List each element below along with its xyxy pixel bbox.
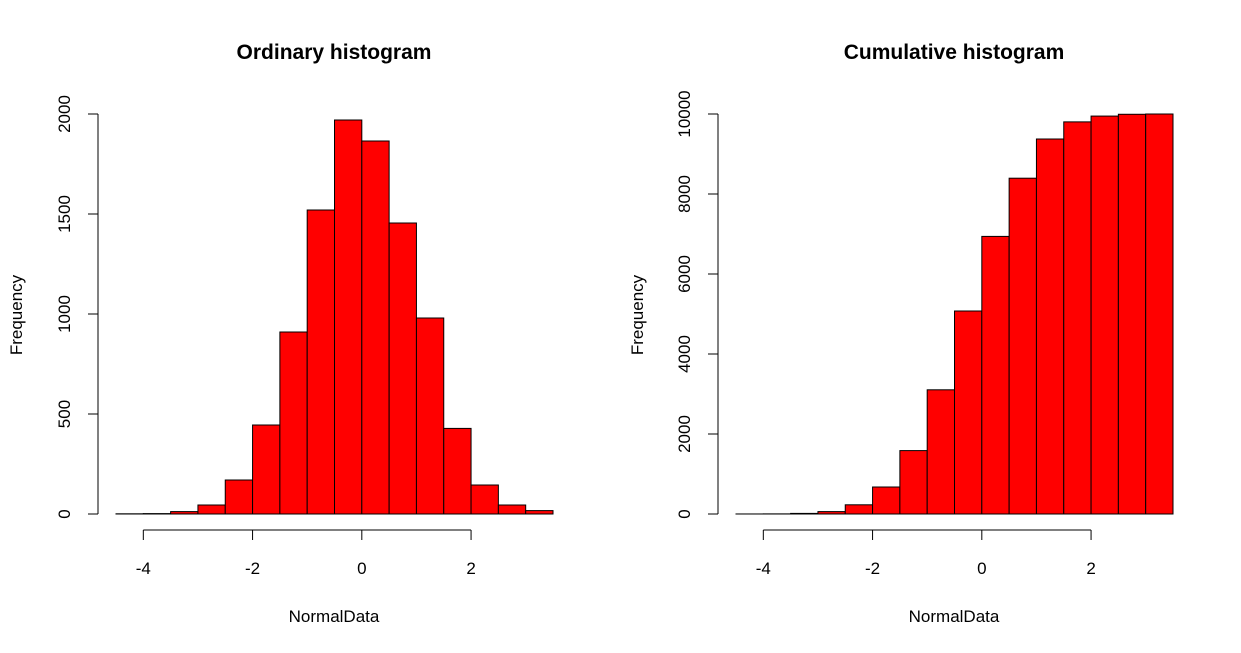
histogram-bar	[525, 510, 554, 515]
histogram-bar	[926, 389, 955, 515]
histogram-bar	[497, 504, 527, 515]
x-tick-label: 2	[466, 559, 475, 578]
y-tick-label: 10000	[675, 90, 694, 137]
histogram-bar	[817, 511, 846, 515]
histogram-bar	[790, 512, 819, 515]
y-tick-label: 0	[55, 509, 74, 518]
histogram-bar	[1063, 121, 1092, 515]
histogram-bar	[334, 119, 363, 515]
x-axis: -4 -2 0 2	[136, 529, 476, 578]
y-tick-label: 0	[675, 509, 694, 518]
histogram-bar	[306, 209, 335, 515]
histogram-bar	[1117, 113, 1147, 515]
cumulative-histogram: Cumulative histogram NormalData Frequenc…	[628, 41, 1174, 626]
y-tick-label: 8000	[675, 175, 694, 213]
x-tick-label: 0	[357, 559, 366, 578]
x-tick-label: -4	[756, 559, 771, 578]
y-axis-label: Frequency	[628, 274, 647, 355]
x-axis-label: NormalData	[289, 607, 380, 626]
histogram-bar	[872, 486, 901, 515]
y-tick-label: 2000	[55, 95, 74, 133]
x-tick-label: 2	[1086, 559, 1095, 578]
x-tick-label: -4	[136, 559, 151, 578]
histogram-bar	[844, 504, 874, 515]
histogram-bar	[1008, 177, 1037, 515]
histogram-bar	[279, 331, 308, 515]
histogram-bar	[470, 484, 499, 515]
x-axis: -4 -2 0 2	[756, 529, 1096, 578]
y-tick-label: 500	[55, 400, 74, 428]
histogram-bar	[1035, 138, 1065, 515]
histogram-bar	[954, 310, 983, 515]
histogram-bar	[1145, 113, 1174, 515]
y-axis: 0 500 1000 1500 2000	[55, 95, 99, 519]
x-axis-label: NormalData	[909, 607, 1000, 626]
histogram-bar	[252, 424, 281, 515]
histogram-bar	[443, 427, 472, 515]
y-tick-label: 1000	[55, 295, 74, 333]
histogram-bar	[415, 317, 445, 515]
histogram-bar	[224, 479, 254, 515]
x-tick-label: -2	[865, 559, 880, 578]
histogram-bar	[197, 504, 226, 515]
histogram-bar	[899, 450, 928, 515]
y-tick-label: 1500	[55, 195, 74, 233]
chart-title: Ordinary histogram	[237, 41, 432, 64]
histogram-bar	[981, 235, 1010, 515]
y-tick-label: 4000	[675, 335, 694, 373]
ordinary-histogram: Ordinary histogram NormalData Frequency …	[7, 41, 554, 626]
histogram-bars	[735, 113, 1174, 515]
histogram-bar	[1090, 115, 1119, 515]
y-tick-label: 2000	[675, 415, 694, 453]
histogram-bar	[170, 511, 199, 515]
x-tick-label: 0	[977, 559, 986, 578]
histogram-bar	[388, 222, 417, 515]
histogram-bars	[115, 119, 554, 515]
y-axis: 0 2000 4000 6000 8000 10000	[675, 90, 719, 519]
y-axis-label: Frequency	[7, 274, 26, 355]
y-tick-label: 6000	[675, 255, 694, 293]
histogram-bar	[361, 140, 390, 515]
chart-title: Cumulative histogram	[844, 41, 1065, 64]
x-tick-label: -2	[245, 559, 260, 578]
